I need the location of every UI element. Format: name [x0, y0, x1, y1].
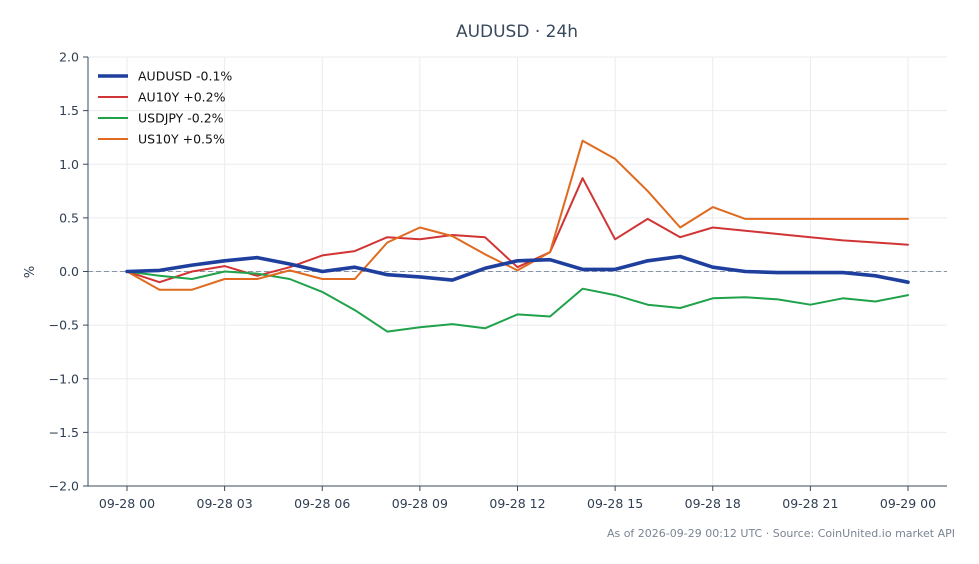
legend-label: USDJPY -0.2% [138, 111, 224, 126]
legend: AUDUSD -0.1% AU10Y +0.2% USDJPY -0.2% US10Y… [98, 69, 232, 147]
legend-label: AU10Y +0.2% [138, 90, 226, 105]
y-tick-label: 1.0 [59, 157, 79, 172]
y-tick-label: −2.0 [49, 479, 79, 494]
x-axis-ticks: 09-28 00 09-28 03 09-28 06 09-28 09 09-28 12… [99, 486, 936, 511]
x-tick-label: 09-28 21 [782, 496, 838, 511]
chart-title: AUDUSD · 24h [456, 22, 578, 42]
y-tick-label: 1.5 [59, 103, 79, 118]
series-line-us10y [126, 139, 909, 291]
series-lines [125, 139, 910, 333]
series-line-usdjpy [126, 270, 909, 333]
legend-label: AUDUSD -0.1% [138, 69, 232, 84]
x-tick-label: 09-29 00 [880, 496, 936, 511]
x-tick-label: 09-28 06 [294, 496, 350, 511]
legend-label: US10Y +0.5% [138, 132, 225, 147]
source-footer: As of 2026-09-29 00:12 UTC · Source: Coi… [607, 527, 955, 540]
x-tick-label: 09-28 18 [685, 496, 741, 511]
y-tick-label: −0.5 [49, 318, 79, 333]
y-axis-label: % [23, 266, 38, 278]
y-tick-label: −1.5 [49, 425, 79, 440]
series-line-audusd [125, 254, 910, 285]
x-tick-label: 09-28 09 [392, 496, 448, 511]
y-tick-label: 0.0 [59, 264, 79, 279]
x-tick-label: 09-28 15 [587, 496, 643, 511]
series-line-au10y [126, 177, 909, 284]
x-tick-label: 09-28 00 [99, 496, 155, 511]
x-tick-label: 09-28 12 [489, 496, 545, 511]
y-tick-label: 0.5 [59, 210, 79, 225]
y-axis-ticks: 2.0 1.5 1.0 0.5 0.0 −0.5 −1.0 −1.5 −2.0 [49, 50, 88, 494]
y-tick-label: 2.0 [59, 50, 79, 65]
y-tick-label: −1.0 [49, 371, 79, 386]
x-tick-label: 09-28 03 [197, 496, 253, 511]
